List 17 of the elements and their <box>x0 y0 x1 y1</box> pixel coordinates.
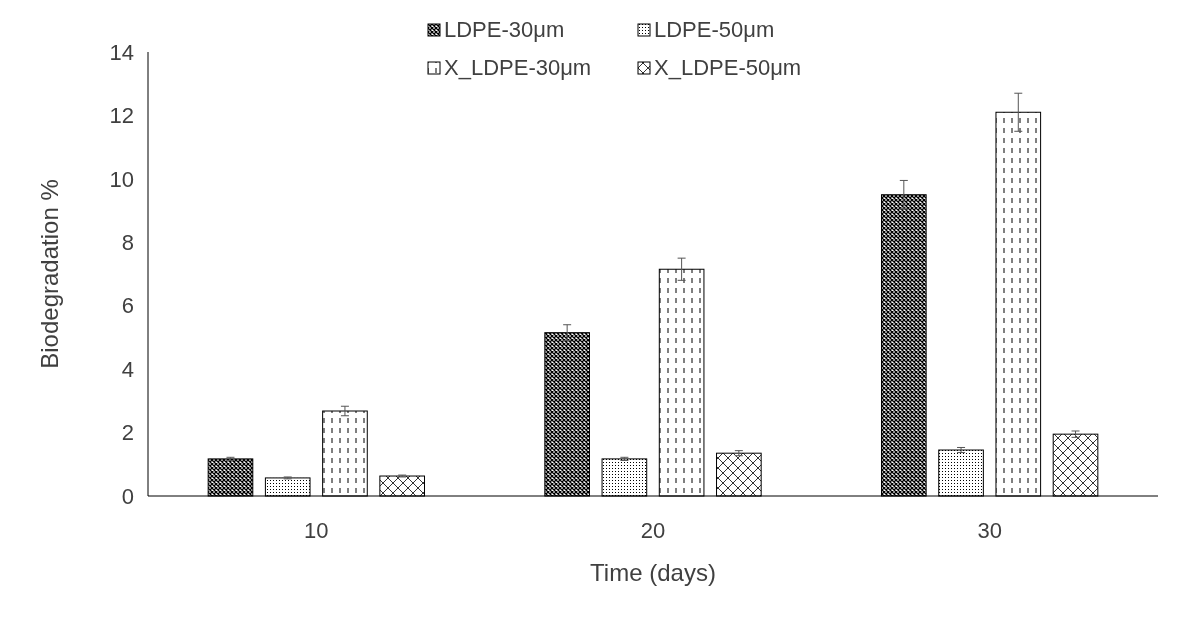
legend-label: X_LDPE-50μm <box>654 55 802 80</box>
y-tick-label: 6 <box>121 293 134 319</box>
y-tick-label: 12 <box>109 103 134 129</box>
y-tick-label: 14 <box>109 39 134 65</box>
y-tick-label: 4 <box>121 356 134 382</box>
y-tick-label: 8 <box>121 229 134 255</box>
x-axis-title: Time (days) <box>590 559 716 586</box>
legend-label: LDPE-50μm <box>654 17 775 42</box>
x-tick-label: 30 <box>977 518 1002 543</box>
y-tick-label: 2 <box>121 420 134 446</box>
legend-label: X_LDPE-30μm <box>444 55 592 80</box>
y-tick-label: 0 <box>121 483 134 509</box>
x-tick-label: 10 <box>304 518 329 543</box>
x-tick-label: 20 <box>640 518 666 543</box>
y-tick-label: 10 <box>109 166 134 192</box>
y-axis-title: Biodegradation % <box>36 179 63 369</box>
legend-label: LDPE-30μm <box>444 17 565 42</box>
